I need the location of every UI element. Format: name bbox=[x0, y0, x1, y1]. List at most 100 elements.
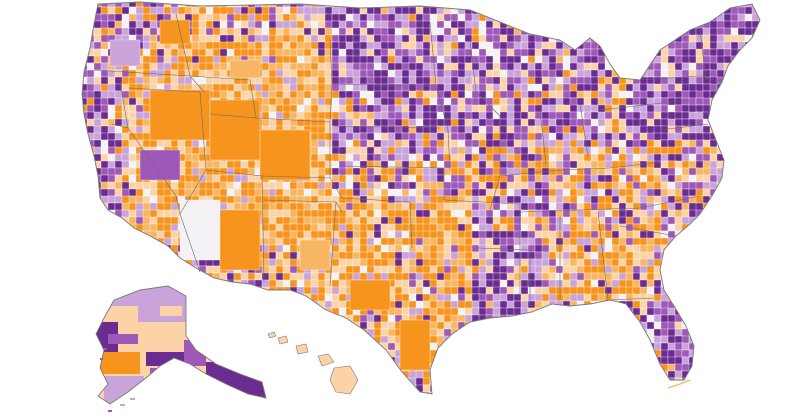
county-cell bbox=[436, 41, 446, 51]
county-cell bbox=[401, 300, 410, 310]
county-cell bbox=[681, 230, 692, 240]
county-cell bbox=[387, 195, 396, 204]
county-cell bbox=[555, 111, 565, 120]
county-cell bbox=[604, 307, 613, 316]
county-cell bbox=[562, 342, 571, 352]
county-cell bbox=[681, 335, 690, 345]
county-cell bbox=[499, 13, 509, 24]
county-cell bbox=[541, 104, 550, 114]
county-cell bbox=[674, 244, 683, 255]
county-cell bbox=[275, 27, 285, 36]
county-cell bbox=[261, 13, 271, 22]
county-cell bbox=[86, 321, 97, 332]
county-cell bbox=[737, 167, 748, 178]
county-cell bbox=[163, 223, 172, 233]
county-cell bbox=[576, 314, 587, 324]
county-cell bbox=[205, 293, 214, 302]
county-cell bbox=[268, 349, 279, 360]
county-cell bbox=[107, 195, 117, 204]
county-cell bbox=[338, 48, 347, 58]
county-cell bbox=[387, 167, 396, 177]
county-cell bbox=[702, 272, 711, 281]
county-cell bbox=[240, 20, 249, 29]
county-cell bbox=[205, 342, 216, 352]
county-cell bbox=[632, 13, 643, 24]
county-cell bbox=[240, 76, 249, 86]
county-cell bbox=[527, 314, 536, 324]
county-cell bbox=[317, 335, 327, 344]
county-cell bbox=[653, 69, 662, 78]
county-cell bbox=[513, 139, 523, 148]
county-cell bbox=[303, 209, 312, 218]
county-cell bbox=[597, 34, 608, 44]
county-cell bbox=[373, 223, 382, 233]
county-cell bbox=[751, 272, 760, 283]
county-cell bbox=[247, 2, 257, 8]
county-cell bbox=[464, 6, 473, 16]
county-cell bbox=[716, 230, 725, 239]
county-cell bbox=[121, 104, 130, 113]
county-cell bbox=[289, 244, 299, 254]
county-cell bbox=[149, 2, 158, 9]
county-cell bbox=[723, 265, 732, 276]
county-cell bbox=[107, 216, 118, 227]
county-cell bbox=[338, 13, 347, 23]
county-cell bbox=[534, 293, 544, 303]
county-cell bbox=[527, 258, 537, 268]
county-cell bbox=[82, 335, 88, 346]
county-cell bbox=[758, 41, 760, 52]
county-cell bbox=[107, 27, 117, 37]
county-cell bbox=[618, 6, 629, 17]
county-cell bbox=[632, 48, 642, 59]
county-cell bbox=[170, 279, 181, 290]
county-cell bbox=[457, 13, 467, 22]
county-cell bbox=[653, 307, 663, 316]
county-cell bbox=[86, 335, 96, 346]
county-cell bbox=[702, 146, 712, 156]
county-cell bbox=[688, 307, 698, 316]
county-cell bbox=[737, 104, 747, 114]
county-cell bbox=[506, 230, 515, 239]
county-cell bbox=[100, 132, 109, 141]
county-cell bbox=[464, 55, 473, 64]
county-cell bbox=[555, 2, 564, 8]
county-cell bbox=[86, 314, 96, 323]
county-cell bbox=[310, 111, 319, 120]
county-cell bbox=[128, 76, 137, 85]
county-cell bbox=[261, 349, 270, 360]
county-cell bbox=[93, 237, 103, 247]
county-cell bbox=[513, 55, 522, 64]
county-cell bbox=[513, 20, 523, 29]
county-cell bbox=[149, 244, 159, 253]
county-cell bbox=[527, 293, 537, 302]
county-cell bbox=[289, 20, 299, 30]
county-cell bbox=[394, 48, 403, 58]
county-cell bbox=[464, 2, 475, 9]
county-cell bbox=[766, 14, 773, 22]
county-cell bbox=[744, 328, 754, 338]
county-cell bbox=[457, 104, 467, 113]
county-cell bbox=[114, 160, 123, 169]
county-cell bbox=[324, 188, 333, 198]
county-cell bbox=[107, 181, 117, 190]
county-cell bbox=[639, 293, 648, 302]
county-cell bbox=[660, 13, 669, 22]
county-cell bbox=[324, 223, 333, 233]
county-cell bbox=[758, 97, 760, 108]
county-cell bbox=[380, 209, 390, 219]
county-cell bbox=[128, 160, 137, 170]
county-cell bbox=[604, 41, 613, 50]
county-cell bbox=[492, 328, 501, 337]
county-cell bbox=[541, 76, 550, 86]
county-cell bbox=[674, 237, 684, 246]
county-cell bbox=[212, 321, 222, 331]
county-cell bbox=[142, 223, 151, 232]
county-cell bbox=[233, 293, 243, 304]
county-cell bbox=[506, 6, 516, 16]
county-cell bbox=[702, 314, 712, 324]
county-cell bbox=[471, 167, 481, 177]
county-cell bbox=[737, 258, 748, 267]
county-cell bbox=[142, 209, 152, 219]
county-cell bbox=[471, 118, 480, 127]
county-cell bbox=[758, 244, 760, 253]
